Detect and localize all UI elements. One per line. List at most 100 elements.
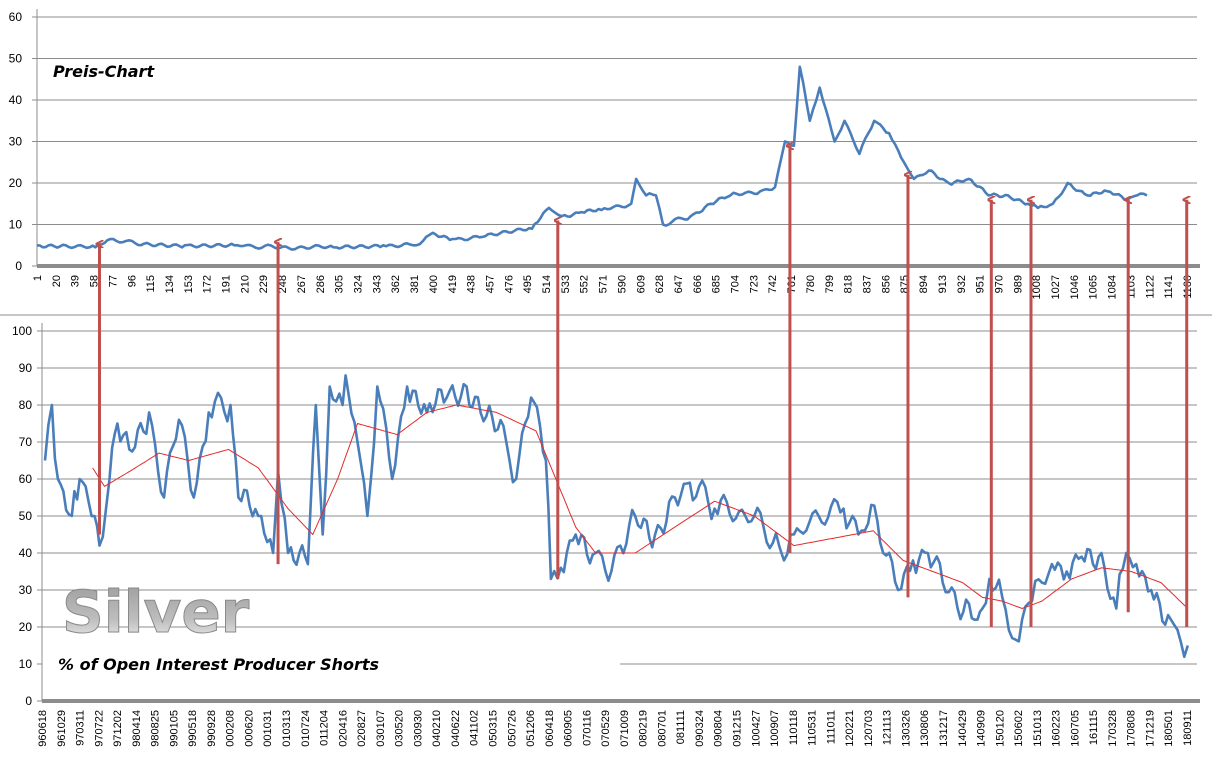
x-tick-label: 071009 <box>619 710 631 747</box>
price-chart-title: Preis-Chart <box>53 62 155 81</box>
x-tick-label: 286 <box>315 275 327 293</box>
x-tick-label: 343 <box>371 275 383 293</box>
x-tick-label: 100427 <box>750 710 762 747</box>
x-tick-label: 970311 <box>75 710 87 746</box>
x-tick-label: 248 <box>277 275 289 293</box>
x-tick-label: 514 <box>541 275 553 293</box>
x-tick-label: 1122 <box>1144 275 1156 299</box>
x-tick-label: 932 <box>956 275 968 293</box>
y-tick-label: 20 <box>19 620 33 634</box>
moving-average-line <box>92 404 1189 609</box>
x-tick-label: 39 <box>70 275 82 287</box>
annotation-arrows <box>99 146 1186 627</box>
x-tick-label: 040210 <box>431 710 443 747</box>
x-tick-label: 140909 <box>976 710 988 747</box>
x-tick-label: 121113 <box>882 710 894 745</box>
x-tick-label: 172 <box>202 275 214 293</box>
x-tick-label: 77 <box>107 275 119 287</box>
x-tick-label: 070529 <box>600 710 612 747</box>
x-tick-label: 20 <box>51 275 63 287</box>
x-tick-label: 030520 <box>394 710 406 747</box>
x-tick-label: 1008 <box>1031 275 1043 299</box>
x-tick-label: 060905 <box>563 710 575 747</box>
y-tick-label: 40 <box>9 93 23 107</box>
x-tick-label: 723 <box>748 275 760 293</box>
y-tick-label: 30 <box>9 135 23 149</box>
x-tick-label: 960618 <box>37 710 49 747</box>
x-tick-label: 628 <box>654 275 666 293</box>
x-tick-label: 170328 <box>1107 710 1119 747</box>
x-tick-label: 180501 <box>1163 710 1175 747</box>
x-tick-label: 153 <box>183 275 195 293</box>
x-tick-label: 381 <box>409 275 421 293</box>
x-tick-label: 030107 <box>375 710 387 747</box>
x-tick-label: 171219 <box>1144 710 1156 747</box>
x-tick-label: 000208 <box>225 710 237 747</box>
x-tick-label: 989 <box>1012 275 1024 293</box>
y-tick-label: 30 <box>19 583 33 597</box>
x-tick-label: 438 <box>466 275 478 293</box>
y-tick-label: 70 <box>19 435 33 449</box>
x-tick-label: 1084 <box>1107 275 1119 299</box>
y-tick-label: 40 <box>19 546 33 560</box>
x-tick-label: 666 <box>692 275 704 293</box>
y-tick-label: 0 <box>25 694 32 708</box>
x-tick-label: 571 <box>598 275 610 293</box>
x-tick-label: 001031 <box>262 710 274 747</box>
x-tick-label: 000620 <box>243 710 255 747</box>
x-tick-label: 761 <box>786 275 798 293</box>
x-tick-label: 210 <box>239 275 251 293</box>
y-tick-label: 90 <box>19 361 33 375</box>
x-tick-label: 96 <box>126 275 138 287</box>
x-tick-label: 020827 <box>356 710 368 747</box>
x-tick-label: 780 <box>805 275 817 293</box>
x-tick-label: 647 <box>673 275 685 293</box>
x-tick-label: 120221 <box>844 710 856 747</box>
y-tick-label: 10 <box>9 218 23 232</box>
x-tick-label: 590 <box>616 275 628 293</box>
y-tick-label: 50 <box>19 509 33 523</box>
x-tick-label: 150602 <box>1013 710 1025 747</box>
x-tick-label: 856 <box>880 275 892 293</box>
x-tick-label: 110118 <box>788 710 800 745</box>
x-tick-label: 419 <box>447 275 459 293</box>
x-tick-label: 030930 <box>412 710 424 747</box>
y-tick-label: 20 <box>9 176 23 190</box>
x-tick-label: 170808 <box>1126 710 1138 747</box>
x-tick-label: 160705 <box>1069 710 1081 747</box>
x-tick-label: 090804 <box>713 710 725 747</box>
x-tick-label: 980825 <box>150 710 162 747</box>
x-tick-label: 011204 <box>319 710 331 746</box>
x-tick-label: 704 <box>730 275 742 293</box>
x-tick-label: 060418 <box>544 710 556 747</box>
x-tick-label: 161115 <box>1088 710 1100 745</box>
x-tick-label: 970722 <box>93 710 105 747</box>
x-tick-label: 191 <box>221 275 233 293</box>
x-tick-label: 799 <box>824 275 836 293</box>
x-tick-label: 1141 <box>1163 275 1175 299</box>
x-tick-label: 1065 <box>1088 275 1100 299</box>
x-tick-label: 951 <box>975 275 987 293</box>
shorts-chart-title: % of Open Interest Producer Shorts <box>58 655 379 674</box>
x-tick-label: 913 <box>937 275 949 293</box>
x-tick-label: 080219 <box>638 710 650 747</box>
x-tick-label: 180911 <box>1182 710 1194 746</box>
x-tick-label: 050726 <box>506 710 518 747</box>
x-tick-label: 990105 <box>168 710 180 747</box>
x-tick-label: 894 <box>918 275 930 293</box>
shorts-gridlines: 0 10 20 30 40 50 60 70 80 90 100 960618 961029 970311… <box>12 323 1200 747</box>
x-tick-label: 495 <box>522 275 534 293</box>
y-tick-label: 50 <box>9 52 23 66</box>
x-tick-label: 010724 <box>300 710 312 747</box>
x-tick-label: 305 <box>334 275 346 293</box>
x-tick-label: 100907 <box>769 710 781 747</box>
x-tick-label: 1046 <box>1069 275 1081 299</box>
x-tick-label: 742 <box>767 275 779 293</box>
x-tick-label: 010313 <box>281 710 293 747</box>
x-tick-label: 990928 <box>206 710 218 747</box>
x-tick-label: 115 <box>145 275 157 293</box>
x-tick-label: 120703 <box>863 710 875 747</box>
x-tick-label: 533 <box>560 275 572 293</box>
x-tick-label: 110531 <box>807 710 819 746</box>
